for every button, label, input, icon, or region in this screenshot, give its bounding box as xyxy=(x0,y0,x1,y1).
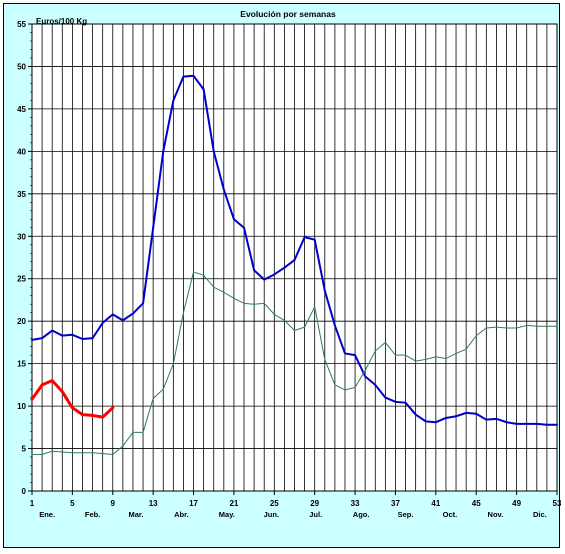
month-label: Sep. xyxy=(398,510,414,519)
month-label: Jul. xyxy=(309,510,322,519)
month-labels: Ene. Feb. Mar. Abr. May. Jun. Jul. Ago. Sep. Oct.… xyxy=(39,510,546,519)
x-tick-label: 21 xyxy=(229,499,238,508)
y-tick-label: 35 xyxy=(17,190,26,199)
series-line-3 xyxy=(30,379,115,419)
y-tick-label: 55 xyxy=(17,20,26,29)
month-label: Abr. xyxy=(174,510,189,519)
x-tick-labels: 1 5 9 13 17 21 25 29 33 37 41 45 49 53 xyxy=(30,499,561,508)
chart-frame: Evolución por semanas Euros/100 Kg 0 5 10 1… xyxy=(3,3,561,548)
month-label: Ago. xyxy=(353,510,370,519)
y-axis-label: Euros/100 Kg xyxy=(36,17,87,26)
x-tick-label: 5 xyxy=(70,499,75,508)
chart-svg: Evolución por semanas Euros/100 Kg 0 5 10 1… xyxy=(17,9,561,519)
series-group xyxy=(30,74,558,455)
x-tick-label: 45 xyxy=(472,499,481,508)
y-tick-label: 20 xyxy=(17,317,26,326)
y-tick-label: 25 xyxy=(17,275,26,284)
month-label: May. xyxy=(219,510,235,519)
y-tick-label: 40 xyxy=(17,147,26,156)
x-tick-label: 13 xyxy=(149,499,158,508)
y-tick-labels: 0 5 10 15 20 25 30 35 40 45 50 55 xyxy=(17,20,26,496)
x-tick-label: 53 xyxy=(553,499,561,508)
month-label: Ene. xyxy=(39,510,55,519)
chart-title: Evolución por semanas xyxy=(240,9,336,19)
y-tick-label: 0 xyxy=(22,487,27,496)
x-tick-label: 9 xyxy=(111,499,116,508)
month-label: Jun. xyxy=(264,510,279,519)
month-label: Nov. xyxy=(488,510,504,519)
x-tick-label: 41 xyxy=(431,499,440,508)
x-tick-label: 25 xyxy=(270,499,279,508)
x-tick-label: 1 xyxy=(30,499,35,508)
month-label: Oct. xyxy=(443,510,458,519)
month-label: Dic. xyxy=(533,510,547,519)
y-tick-label: 10 xyxy=(17,402,26,411)
x-tick-label: 17 xyxy=(189,499,198,508)
month-label: Feb. xyxy=(85,510,100,519)
x-tick-label: 37 xyxy=(391,499,400,508)
x-tick-label: 29 xyxy=(310,499,319,508)
y-tick-label: 5 xyxy=(22,445,27,454)
x-tick-label: 33 xyxy=(351,499,360,508)
y-tick-label: 30 xyxy=(17,232,26,241)
y-tick-label: 45 xyxy=(17,105,26,114)
x-tick-label: 49 xyxy=(512,499,521,508)
month-label: Mar. xyxy=(128,510,143,519)
axes xyxy=(28,23,558,495)
series-line-2 xyxy=(31,271,558,455)
grid-lines xyxy=(32,24,557,491)
y-tick-label: 15 xyxy=(17,360,26,369)
series-line-1 xyxy=(31,74,558,426)
y-tick-label: 50 xyxy=(17,62,26,71)
